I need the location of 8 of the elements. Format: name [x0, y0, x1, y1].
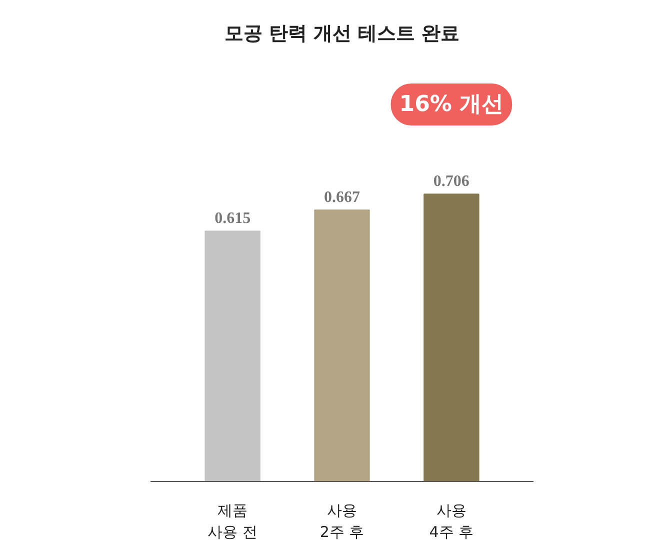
data-label: 0.706 [433, 173, 470, 190]
x-tick-label: 사용 4주 후 [429, 502, 474, 542]
data-label: 0.615 [214, 210, 251, 228]
data-label: 0.667 [324, 189, 360, 206]
x-tick-label: 제품 사용 전 [208, 502, 258, 542]
x-tick-label: 사용 2주 후 [320, 502, 364, 542]
chart-title: 모공 탄력 개선 테스트 완료 [224, 22, 460, 44]
text: 16% 개선 [399, 92, 504, 117]
